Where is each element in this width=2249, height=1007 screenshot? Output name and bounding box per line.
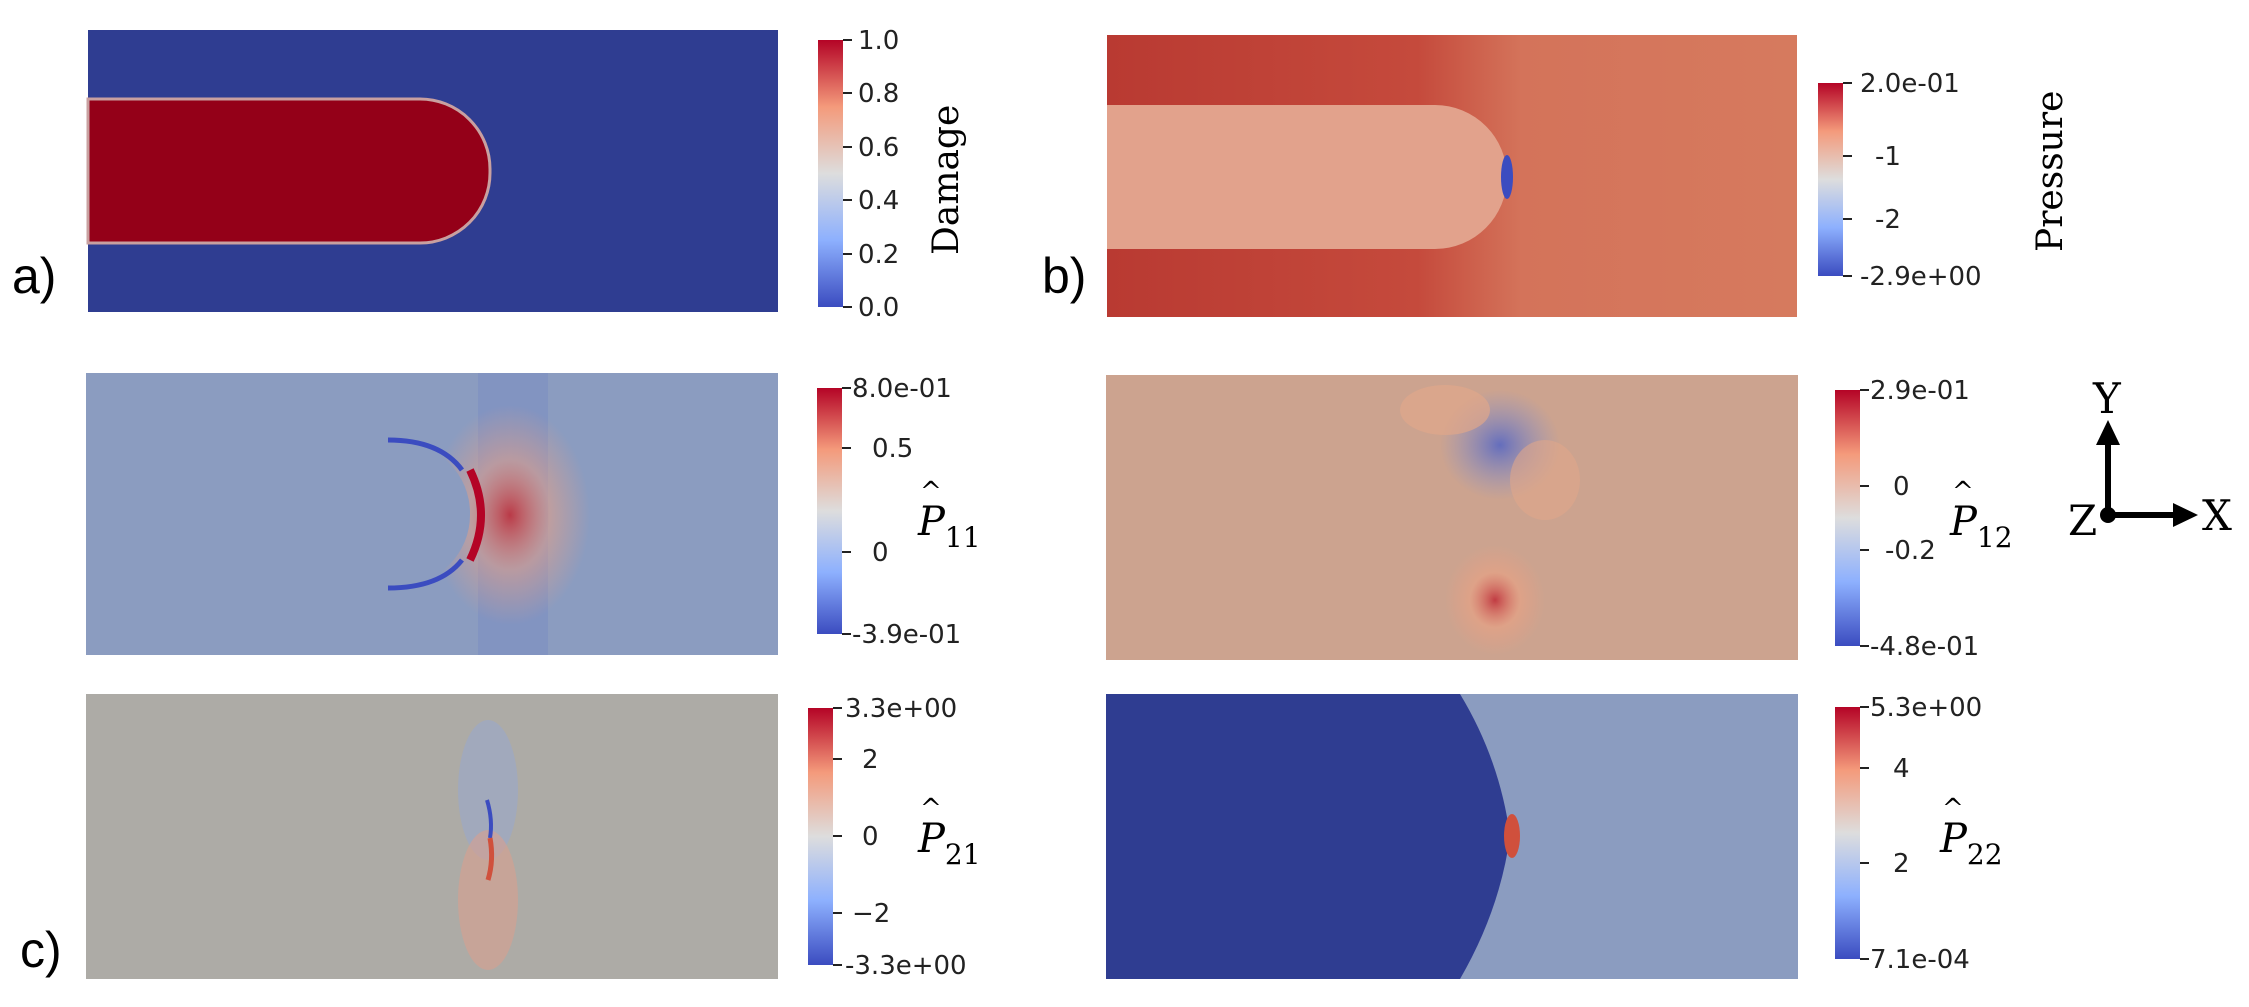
p22-tick-3: 2 bbox=[1893, 849, 1910, 879]
p11-tick-4: -3.9e-01 bbox=[852, 620, 961, 650]
colorbar-p12-bar bbox=[1835, 390, 1860, 646]
damage-tick-1: 1.0 bbox=[858, 26, 899, 56]
damage-tick-6: 0.0 bbox=[858, 293, 899, 323]
damage-crack-region bbox=[86, 97, 492, 245]
colorbar-pressure: 2.0e-01 -1 -2 -2.9e+00 Pressure bbox=[1818, 69, 2071, 292]
damage-tick-3: 0.6 bbox=[858, 133, 899, 163]
p22-tick-4: 7.1e-04 bbox=[1870, 945, 1970, 975]
p21-lower-lobe bbox=[458, 830, 518, 970]
colorbar-p11-bar bbox=[817, 388, 842, 634]
pressure-tick-3: -2 bbox=[1875, 205, 1901, 235]
p12-tick-4: -4.8e-01 bbox=[1870, 632, 1979, 662]
p12-symbol: P12 bbox=[1949, 499, 2013, 554]
y-axis-label: Y bbox=[2092, 374, 2122, 423]
p11-crack-region bbox=[86, 443, 470, 585]
x-axis-label: X bbox=[2202, 491, 2232, 540]
p22-tick-2: 4 bbox=[1893, 754, 1910, 784]
pressure-tick-1: 2.0e-01 bbox=[1860, 69, 1960, 99]
colorbar-pressure-bar bbox=[1818, 83, 1843, 276]
p12-hat: ^ bbox=[1952, 477, 1974, 507]
pressure-crack-region bbox=[1107, 105, 1507, 249]
p21-symbol: P21 bbox=[917, 816, 981, 871]
panel-p11 bbox=[86, 373, 778, 655]
colorbar-p21: 3.3e+00 2 0 −2 -3.3e+00 P21 ^ bbox=[808, 694, 981, 981]
p12-tick-1: 2.9e-01 bbox=[1870, 376, 1970, 406]
p21-field-background bbox=[86, 694, 778, 979]
pressure-colorbar-title: Pressure bbox=[2030, 91, 2071, 252]
pressure-tick-4: -2.9e+00 bbox=[1860, 262, 1982, 292]
p21-tip-low bbox=[485, 799, 493, 839]
panel-p12 bbox=[1106, 375, 1798, 660]
damage-tick-2: 0.8 bbox=[858, 79, 899, 109]
damage-tick-5: 0.2 bbox=[858, 240, 899, 270]
damage-colorbar-title: Damage bbox=[926, 105, 967, 255]
colorbar-damage: 1.0 0.8 0.6 0.4 0.2 0.0 Damage bbox=[818, 26, 967, 323]
p21-upper-lobe bbox=[458, 720, 518, 860]
p22-hat: ^ bbox=[1942, 794, 1964, 824]
damage-tick-4: 0.4 bbox=[858, 186, 899, 216]
p12-tick-2: 0 bbox=[1893, 472, 1910, 502]
p21-tick-2: 2 bbox=[862, 745, 879, 775]
panel-pressure bbox=[1107, 35, 1797, 317]
p11-tick-3: 0 bbox=[872, 538, 889, 568]
p11-hat: ^ bbox=[920, 477, 942, 507]
axes-triad: Y X Z bbox=[2068, 374, 2232, 545]
colorbar-p21-bar bbox=[808, 708, 833, 965]
p22-symbol: P22 bbox=[1939, 816, 2003, 871]
p22-tip-high bbox=[1504, 814, 1520, 858]
p12-right-lobe bbox=[1510, 440, 1580, 520]
p22-low-region bbox=[1106, 694, 1510, 979]
p11-tick-1: 8.0e-01 bbox=[852, 374, 952, 404]
panel-label-c: c) bbox=[20, 922, 62, 978]
p21-tick-1: 3.3e+00 bbox=[845, 694, 957, 724]
p12-tick-3: -0.2 bbox=[1885, 536, 1936, 566]
p21-tick-3: 0 bbox=[862, 822, 879, 852]
p11-tip-glow bbox=[430, 405, 590, 625]
colorbar-damage-bar bbox=[818, 40, 843, 307]
p11-symbol: P11 bbox=[917, 499, 981, 554]
panel-label-a: a) bbox=[12, 248, 56, 304]
z-axis-label: Z bbox=[2068, 496, 2097, 545]
pressure-tip-low bbox=[1501, 155, 1513, 199]
panel-label-b: b) bbox=[1042, 248, 1086, 304]
panel-p21 bbox=[86, 694, 778, 979]
colorbar-p22: 5.3e+00 4 2 7.1e-04 P22 ^ bbox=[1835, 693, 2003, 975]
p11-lower-edge bbox=[387, 558, 464, 591]
panel-p22 bbox=[1106, 694, 1798, 979]
pressure-tick-2: -1 bbox=[1875, 142, 1901, 172]
p21-tick-4: −2 bbox=[852, 899, 890, 929]
z-axis-dot bbox=[2100, 507, 2116, 523]
panel-damage bbox=[86, 30, 778, 312]
colorbar-p22-bar bbox=[1835, 707, 1860, 959]
p21-tip-high bbox=[485, 837, 495, 881]
p11-upper-edge bbox=[387, 437, 465, 472]
p21-tick-5: -3.3e+00 bbox=[845, 951, 967, 981]
p21-hat: ^ bbox=[920, 794, 942, 824]
colorbar-p12: 2.9e-01 0 -0.2 -4.8e-01 P12 ^ bbox=[1835, 376, 2013, 662]
colorbar-p11: 8.0e-01 0.5 0 -3.9e-01 P11 ^ bbox=[817, 374, 981, 650]
p12-red-lobe bbox=[1445, 545, 1545, 655]
p11-tick-2: 0.5 bbox=[872, 434, 913, 464]
p22-tick-1: 5.3e+00 bbox=[1870, 693, 1982, 723]
p11-tip-high bbox=[466, 468, 485, 562]
p12-upper-lobe bbox=[1400, 385, 1490, 435]
